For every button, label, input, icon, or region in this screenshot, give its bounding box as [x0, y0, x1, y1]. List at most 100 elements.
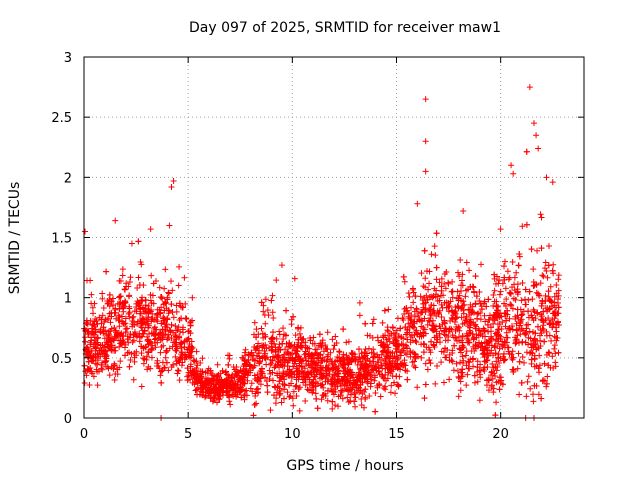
- data-point: [409, 323, 416, 330]
- data-point: [506, 290, 513, 297]
- data-point: [187, 363, 194, 370]
- data-point: [358, 350, 365, 357]
- y-tick-label: 2: [64, 171, 72, 186]
- data-point: [125, 339, 132, 346]
- data-point: [456, 292, 463, 299]
- data-point: [266, 375, 273, 382]
- data-point: [441, 320, 448, 327]
- data-point: [111, 377, 118, 384]
- data-point: [278, 399, 285, 406]
- data-point: [543, 267, 550, 274]
- data-point: [266, 344, 273, 351]
- data-point: [157, 349, 164, 356]
- data-point: [476, 367, 483, 374]
- data-point: [289, 357, 296, 364]
- data-point: [324, 365, 331, 372]
- data-point: [352, 394, 359, 401]
- data-point: [160, 317, 167, 324]
- data-point: [101, 335, 108, 342]
- data-point: [189, 294, 196, 301]
- data-point: [318, 357, 325, 364]
- data-point: [119, 305, 126, 312]
- data-point: [501, 309, 508, 316]
- data-point: [424, 321, 431, 328]
- data-point: [173, 343, 180, 350]
- data-point: [302, 350, 309, 357]
- data-point: [421, 326, 428, 333]
- data-point: [443, 332, 450, 339]
- data-point: [430, 327, 437, 334]
- data-point: [451, 342, 458, 349]
- data-point: [331, 379, 338, 386]
- data-point: [157, 329, 164, 336]
- data-point: [438, 314, 445, 321]
- data-point: [276, 391, 283, 398]
- data-point: [518, 297, 525, 304]
- data-point: [344, 367, 351, 374]
- data-point: [418, 309, 425, 316]
- data-point: [214, 361, 221, 368]
- data-point: [110, 365, 117, 372]
- data-point: [412, 329, 419, 336]
- data-point: [100, 324, 107, 331]
- data-point: [507, 290, 514, 297]
- data-point: [551, 310, 558, 317]
- data-point: [538, 395, 545, 402]
- data-point: [169, 309, 176, 316]
- data-point: [496, 345, 503, 352]
- data-point: [108, 298, 115, 305]
- data-point: [405, 320, 412, 327]
- data-point: [445, 280, 452, 287]
- data-point: [293, 382, 300, 389]
- data-point: [534, 309, 541, 316]
- data-point: [518, 379, 525, 386]
- data-point: [291, 341, 298, 348]
- data-point: [144, 333, 151, 340]
- data-point: [225, 392, 232, 399]
- data-point: [120, 304, 127, 311]
- data-point: [178, 349, 185, 356]
- data-point: [147, 365, 154, 372]
- data-point: [514, 312, 521, 319]
- data-point: [330, 365, 337, 372]
- data-point: [312, 390, 319, 397]
- data-point: [147, 226, 154, 233]
- data-point: [355, 369, 362, 376]
- data-point: [424, 296, 431, 303]
- data-point: [152, 344, 159, 351]
- data-point: [422, 96, 429, 103]
- data-point: [368, 376, 375, 383]
- data-point: [514, 306, 521, 313]
- data-point: [87, 277, 94, 284]
- data-point: [344, 382, 351, 389]
- data-point: [392, 334, 398, 341]
- data-point: [90, 330, 97, 337]
- data-point: [259, 330, 266, 337]
- data-point: [552, 363, 559, 370]
- data-point: [322, 345, 329, 352]
- data-point: [509, 323, 516, 330]
- data-point: [104, 300, 111, 307]
- data-point: [441, 270, 448, 277]
- data-point: [119, 272, 126, 279]
- data-point: [267, 407, 274, 414]
- data-point: [163, 320, 170, 327]
- data-point: [290, 363, 297, 370]
- data-point: [111, 324, 118, 331]
- data-point: [402, 367, 409, 374]
- data-point: [243, 387, 250, 394]
- data-point: [171, 332, 178, 339]
- data-point: [237, 384, 244, 391]
- data-point: [169, 287, 176, 294]
- data-point: [515, 350, 522, 357]
- data-point: [522, 301, 529, 308]
- data-point: [407, 348, 414, 355]
- data-point: [457, 378, 464, 385]
- data-point: [373, 367, 380, 374]
- data-point: [422, 168, 429, 175]
- data-point: [440, 379, 447, 386]
- data-point: [489, 361, 496, 368]
- data-point: [319, 340, 326, 347]
- data-point: [541, 360, 548, 367]
- data-point: [166, 222, 173, 229]
